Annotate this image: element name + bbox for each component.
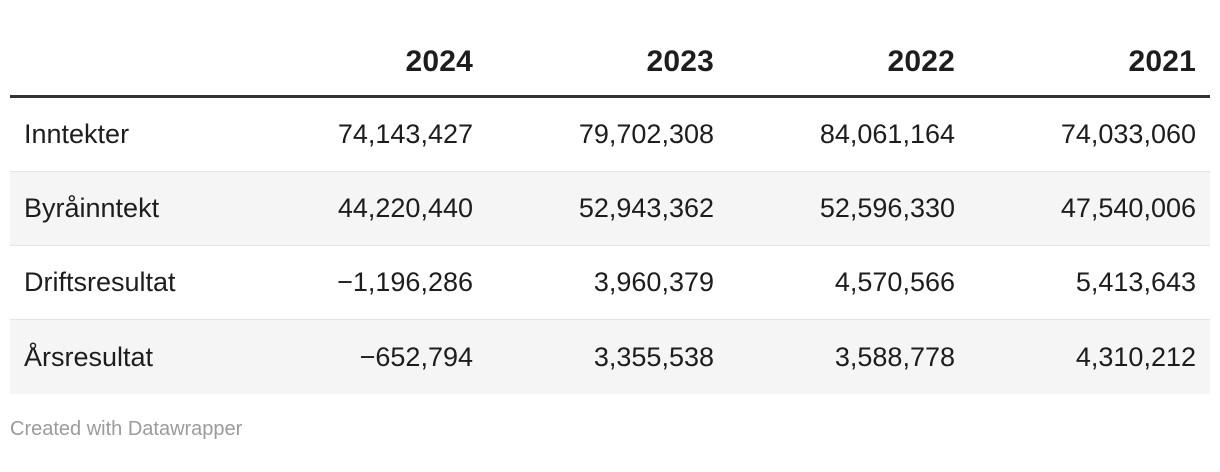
cell-value: 79,702,308: [578, 119, 714, 149]
cell-value: −1,196,286: [337, 267, 473, 297]
cell-value: 3,355,538: [593, 341, 714, 372]
cell-value: 5,413,643: [1075, 267, 1196, 297]
cell-value: −652,794: [359, 341, 473, 372]
data-table: 2024 2023 2022 2021 Inntekter 74,143,427…: [10, 0, 1210, 394]
column-header-2022: 2022: [887, 45, 955, 78]
column-header-2024: 2024: [405, 45, 473, 78]
cell-value: 52,596,330: [819, 193, 955, 223]
cell-value: 4,570,566: [834, 267, 955, 297]
attribution-footer: Created with Datawrapper: [10, 418, 1210, 441]
table-row-arsresultat: Årsresultat −652,794 3,355,538 3,588,778…: [10, 320, 1210, 394]
column-header-2021: 2021: [1128, 45, 1196, 78]
table-header-row: 2024 2023 2022 2021: [10, 0, 1210, 98]
table-row-driftsresultat: Driftsresultat −1,196,286 3,960,379 4,57…: [10, 246, 1210, 320]
datawrapper-attribution-link[interactable]: Created with Datawrapper: [10, 418, 243, 440]
cell-value: 84,061,164: [819, 119, 955, 149]
table-row-byrainntekt: Byråinntekt 44,220,440 52,943,362 52,596…: [10, 172, 1210, 246]
cell-value: 47,540,006: [1060, 193, 1196, 223]
column-header-empty: [10, 79, 246, 95]
cell-value: 52,943,362: [578, 193, 714, 223]
cell-value: 3,960,379: [593, 267, 714, 297]
cell-value: 74,033,060: [1060, 119, 1196, 149]
column-header-2023: 2023: [646, 45, 714, 78]
cell-value: 3,588,778: [834, 341, 955, 372]
row-label: Byråinntekt: [24, 193, 160, 223]
table-row-inntekter: Inntekter 74,143,427 79,702,308 84,061,1…: [10, 98, 1210, 172]
cell-value: 74,143,427: [337, 119, 473, 149]
cell-value: 4,310,212: [1075, 341, 1196, 372]
row-label: Driftsresultat: [24, 267, 176, 297]
cell-value: 44,220,440: [337, 193, 473, 223]
row-label: Årsresultat: [24, 341, 154, 372]
row-label: Inntekter: [24, 119, 130, 149]
